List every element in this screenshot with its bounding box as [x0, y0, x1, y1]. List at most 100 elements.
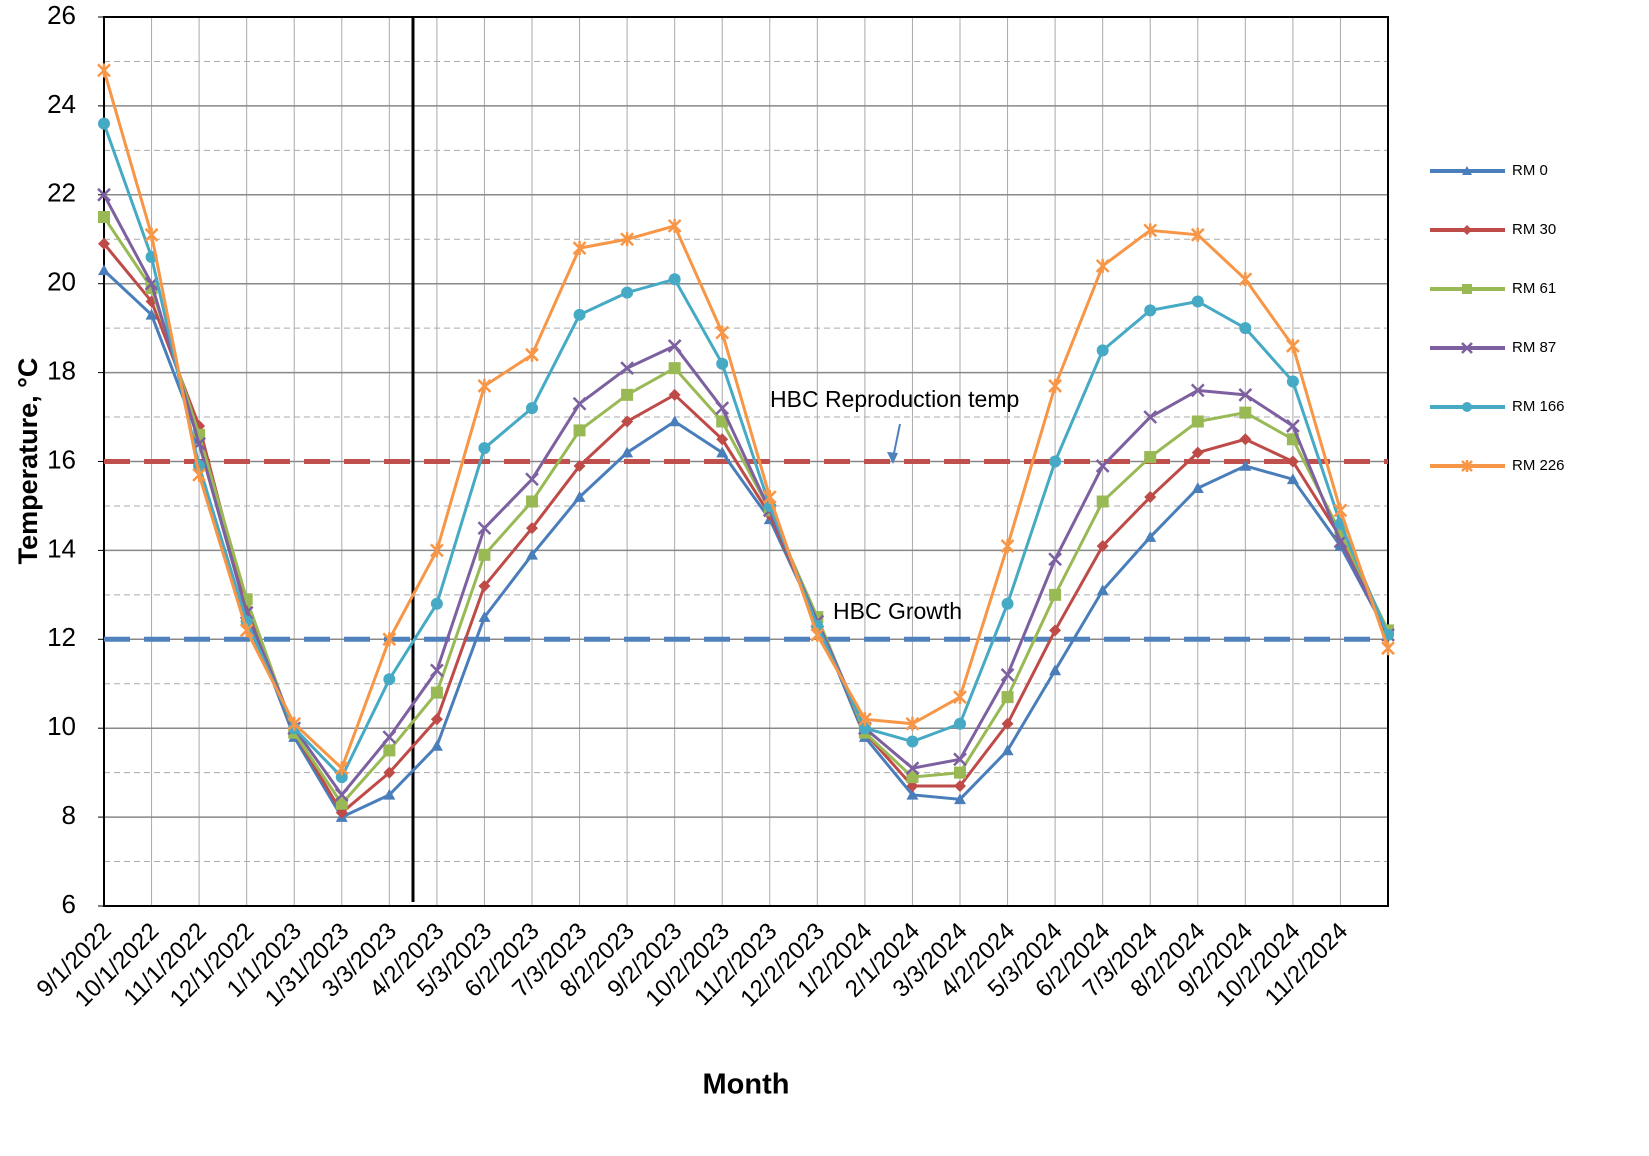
marker	[620, 361, 634, 376]
marker	[1333, 503, 1348, 518]
marker	[858, 712, 872, 727]
marker	[1333, 534, 1348, 549]
series-line	[102, 269, 1390, 820]
marker	[526, 522, 538, 535]
marker	[716, 415, 729, 428]
marker	[572, 396, 587, 411]
y-tick-label: 26	[47, 0, 76, 30]
marker	[1048, 552, 1062, 567]
marker	[621, 388, 634, 401]
marker	[906, 788, 919, 800]
marker	[383, 788, 396, 800]
marker	[1001, 717, 1014, 730]
marker	[97, 63, 111, 78]
marker	[810, 627, 825, 642]
marker	[1239, 406, 1252, 419]
marker	[1096, 344, 1109, 357]
marker	[383, 766, 396, 779]
marker	[716, 433, 729, 446]
marker	[1239, 433, 1252, 446]
marker	[1381, 641, 1395, 656]
y-tick-label: 12	[47, 622, 76, 652]
marker	[1144, 531, 1157, 542]
marker	[383, 744, 396, 757]
marker	[477, 378, 492, 393]
marker	[1286, 455, 1299, 468]
marker	[953, 752, 967, 767]
y-tick-label: 14	[47, 533, 76, 563]
marker	[1286, 375, 1299, 388]
y-tick-label: 22	[47, 178, 76, 208]
marker	[430, 597, 443, 610]
marker	[954, 766, 966, 779]
marker	[573, 308, 586, 321]
marker	[953, 690, 967, 705]
marker	[1048, 378, 1062, 393]
marker	[715, 401, 730, 416]
marker	[382, 730, 397, 744]
marker	[430, 713, 443, 726]
marker	[478, 548, 491, 561]
marker	[98, 237, 110, 250]
series-line	[102, 123, 1390, 780]
marker	[715, 325, 730, 340]
x-axis-label: Month	[703, 1069, 790, 1101]
legend-label: RM 30	[1512, 221, 1556, 238]
marker	[1143, 223, 1158, 238]
marker	[239, 623, 254, 638]
marker	[668, 388, 681, 401]
marker	[526, 548, 538, 560]
annotation: HBC Reproduction temp	[770, 386, 1019, 412]
marker	[573, 491, 586, 502]
marker	[1096, 495, 1109, 508]
marker	[526, 495, 538, 508]
marker	[667, 339, 682, 353]
marker	[1286, 473, 1299, 485]
marker	[478, 579, 491, 592]
marker	[430, 663, 444, 678]
marker	[98, 211, 110, 224]
marker	[716, 357, 729, 370]
marker	[621, 446, 634, 458]
series-line	[102, 242, 1390, 815]
marker	[1191, 446, 1204, 459]
marker	[906, 771, 919, 784]
marker	[954, 717, 966, 730]
marker	[287, 716, 302, 731]
annotation-arrow	[892, 423, 901, 459]
marker	[1462, 225, 1472, 235]
marker	[526, 402, 538, 415]
marker	[668, 273, 681, 286]
marker	[430, 739, 443, 751]
marker	[620, 232, 634, 247]
marker	[1000, 538, 1015, 553]
legend-label: RM 61	[1512, 280, 1556, 297]
marker	[1143, 410, 1158, 424]
marker	[1095, 258, 1110, 273]
series-line	[102, 194, 1390, 798]
legend-label: RM 87	[1512, 339, 1556, 356]
marker	[905, 716, 920, 731]
marker	[1190, 383, 1205, 398]
marker	[1096, 539, 1109, 552]
marker	[1239, 322, 1252, 335]
y-tick-label: 6	[62, 889, 76, 919]
marker	[1049, 624, 1062, 637]
marker	[145, 308, 158, 320]
marker	[1462, 284, 1472, 294]
marker	[906, 735, 919, 748]
series	[98, 117, 1394, 784]
marker	[430, 543, 444, 558]
marker	[1191, 415, 1204, 428]
marker	[1238, 387, 1253, 402]
marker	[1239, 459, 1252, 471]
marker	[335, 771, 348, 784]
marker	[477, 521, 492, 536]
y-tick-label: 16	[47, 444, 76, 474]
arrow-head	[887, 452, 898, 464]
marker	[525, 472, 539, 487]
marker	[762, 490, 777, 505]
marker	[1191, 295, 1204, 308]
marker	[1001, 691, 1014, 704]
